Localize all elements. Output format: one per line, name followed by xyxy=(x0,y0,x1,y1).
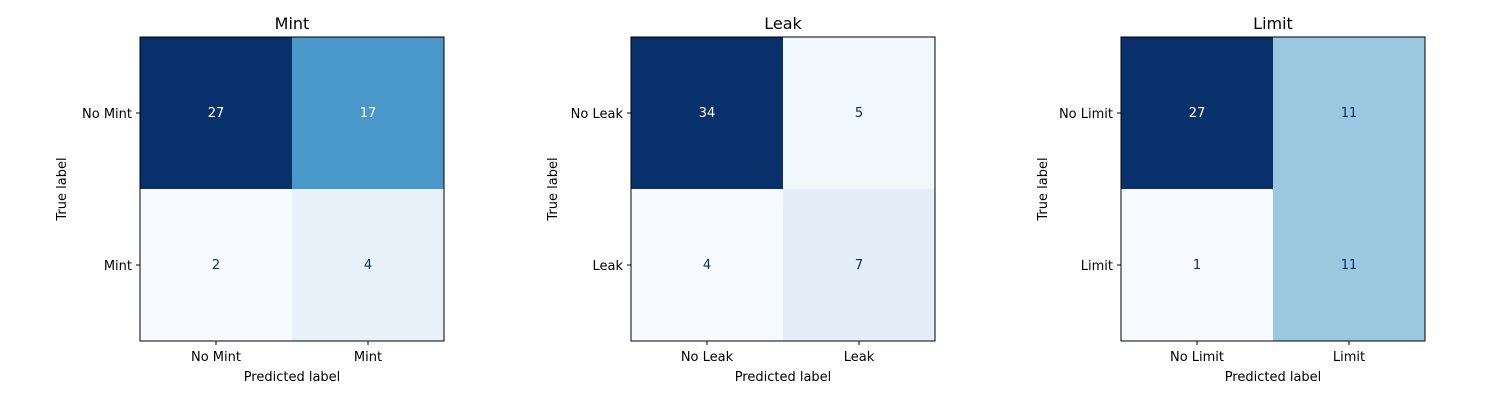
x-tick-label: No Mint xyxy=(191,350,241,365)
confusion-matrix-1: 34 5 4 7 No Leak Leak No Leak Leak Leak Predicted… xyxy=(546,14,936,385)
x-tick-label: Limit xyxy=(1333,350,1365,365)
axes-frame xyxy=(630,36,936,342)
heatmap-cell xyxy=(1273,37,1425,189)
x-axis-label: Predicted label xyxy=(1225,370,1322,385)
y-tick-label: Leak xyxy=(592,259,623,274)
heatmap-cell xyxy=(1121,189,1273,341)
cell-value-label: 5 xyxy=(855,106,863,121)
heatmap-cell xyxy=(631,189,783,341)
cell-value-label: 7 xyxy=(855,258,863,273)
heatmap-cell xyxy=(140,37,292,189)
heatmap-cell xyxy=(783,189,935,341)
chart-title: Leak xyxy=(764,14,802,33)
y-tick-label: No Leak xyxy=(571,107,624,122)
y-axis-label: True label xyxy=(546,157,561,221)
x-tick-label: No Limit xyxy=(1170,350,1224,365)
cell-value-label: 11 xyxy=(1341,258,1358,273)
y-axis-label: True label xyxy=(55,157,70,221)
cell-value-label: 2 xyxy=(212,258,220,273)
y-tick-label: Limit xyxy=(1081,259,1113,274)
y-tick-label: No Limit xyxy=(1059,107,1113,122)
cell-value-label: 4 xyxy=(364,258,372,273)
confusion-matrix-0: 27 17 2 4 No Mint Mint No Mint Mint Mint Predicte… xyxy=(55,14,445,385)
heatmap-cell xyxy=(292,189,444,341)
y-tick-label: Mint xyxy=(104,259,132,274)
heatmap-cell xyxy=(1273,189,1425,341)
x-axis-label: Predicted label xyxy=(244,370,341,385)
cell-value-label: 17 xyxy=(360,106,377,121)
x-tick-label: Leak xyxy=(844,350,875,365)
chart-title: Mint xyxy=(275,14,310,33)
y-axis-label: True label xyxy=(1036,157,1051,221)
heatmap-cell xyxy=(783,37,935,189)
cell-value-label: 1 xyxy=(1193,258,1201,273)
heatmap-cell xyxy=(140,189,292,341)
cell-value-label: 4 xyxy=(703,258,711,273)
chart-title: Limit xyxy=(1253,14,1293,33)
cell-value-label: 27 xyxy=(1189,106,1206,121)
heatmap-cell xyxy=(1121,37,1273,189)
x-tick-label: No Leak xyxy=(681,350,734,365)
cell-value-label: 34 xyxy=(699,106,716,121)
heatmap-cell xyxy=(631,37,783,189)
x-axis-label: Predicted label xyxy=(735,370,832,385)
axes-frame xyxy=(139,36,445,342)
x-tick-label: Mint xyxy=(354,350,382,365)
heatmap-cell xyxy=(292,37,444,189)
axes-frame xyxy=(1120,36,1426,342)
y-tick-label: No Mint xyxy=(82,107,132,122)
cell-value-label: 27 xyxy=(208,106,225,121)
cell-value-label: 11 xyxy=(1341,106,1358,121)
